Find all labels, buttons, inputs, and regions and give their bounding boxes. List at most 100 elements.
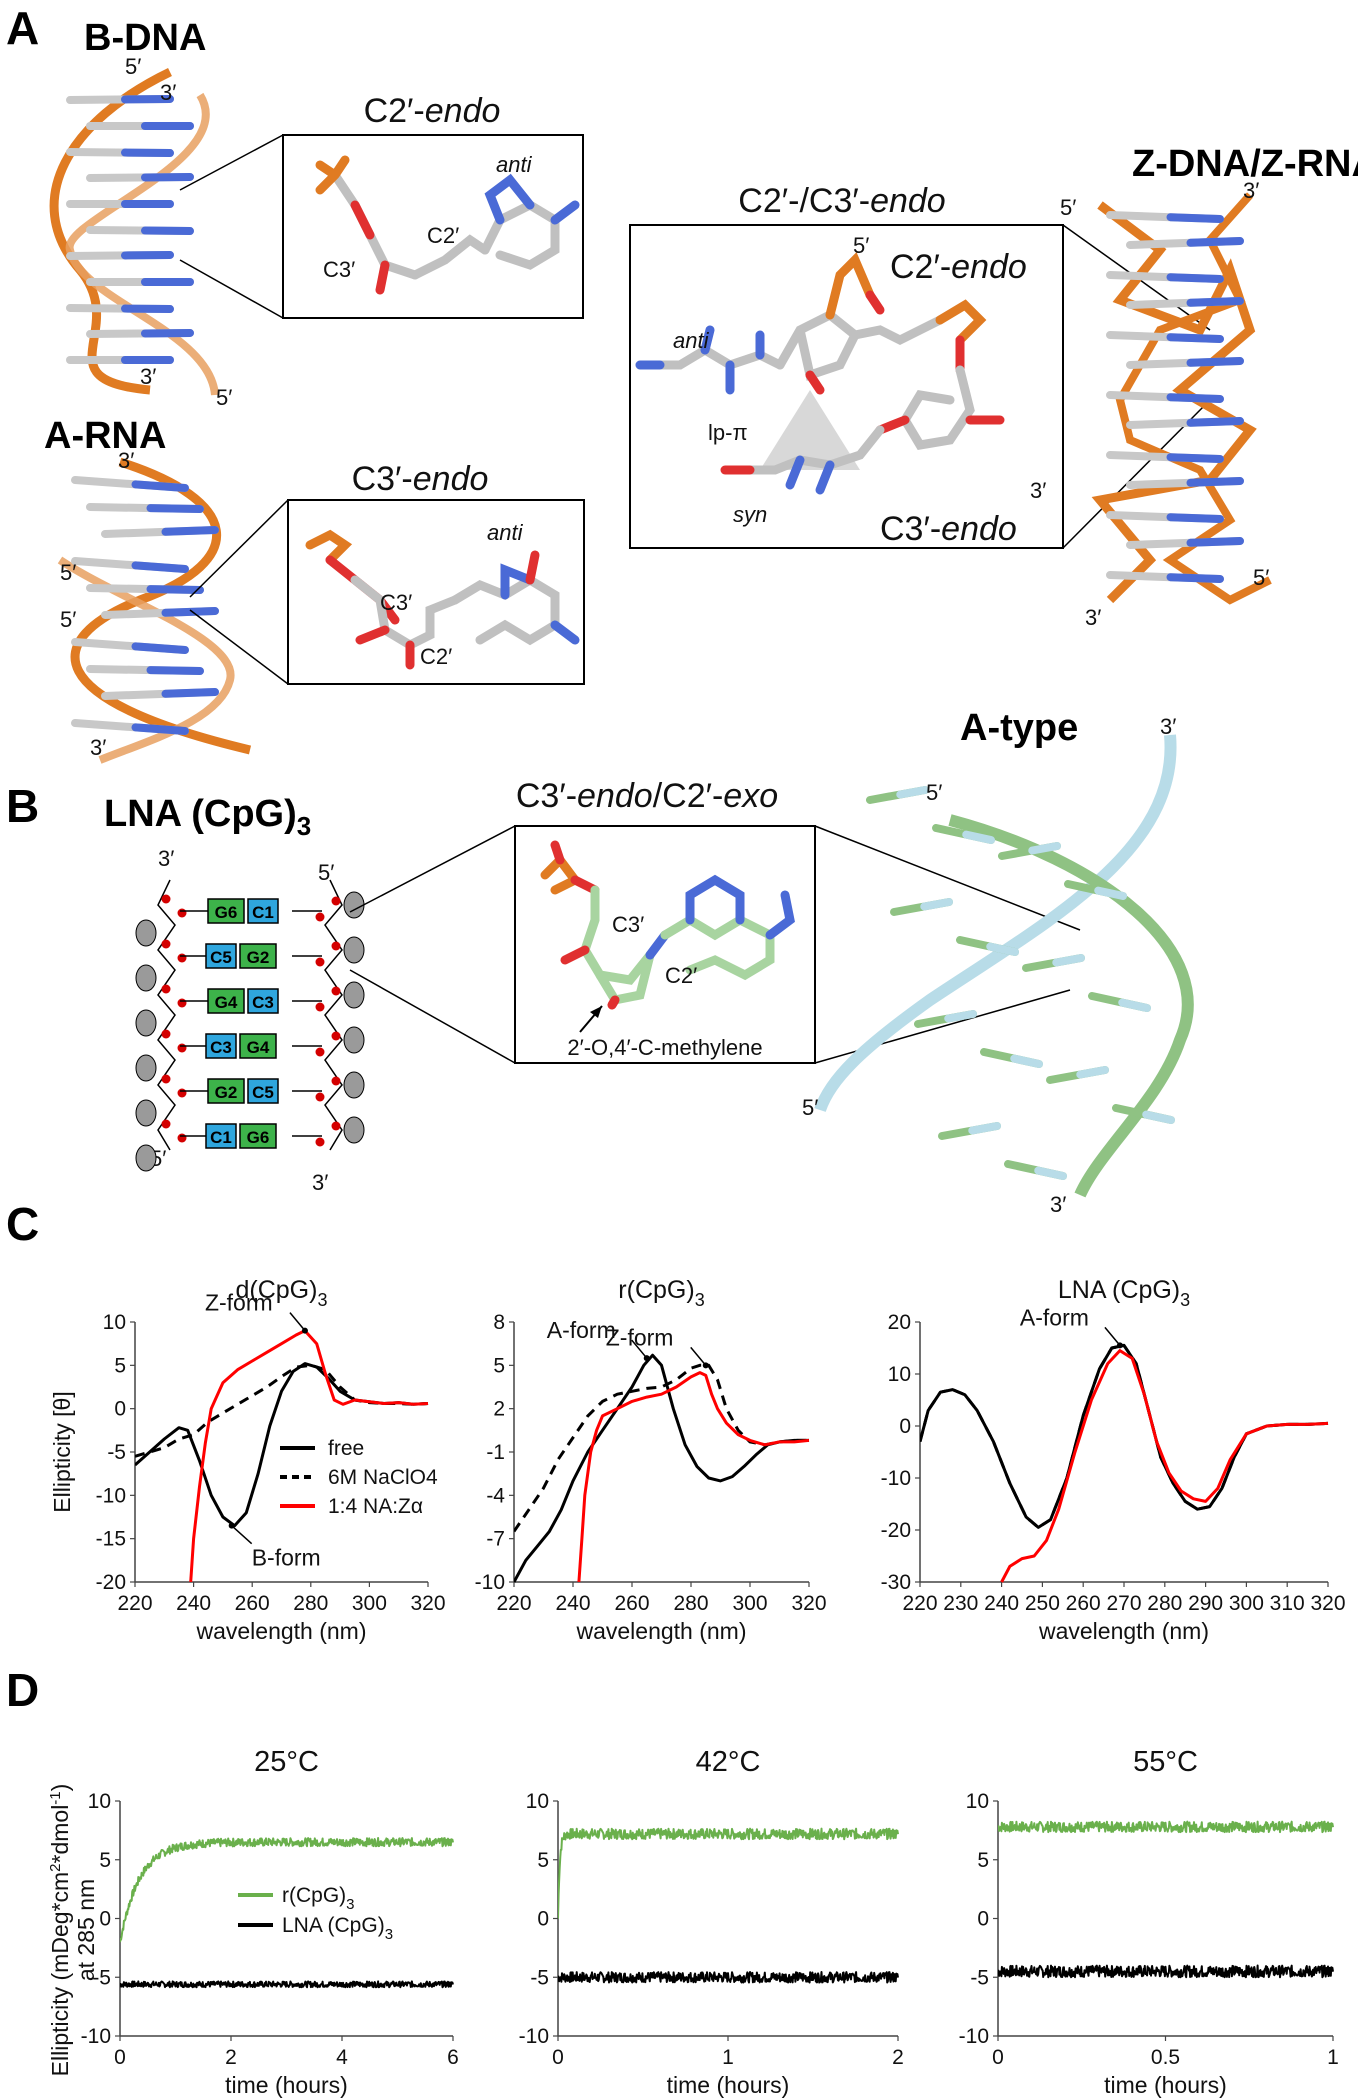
ladder-right-backbone	[324, 879, 343, 1151]
series-line-1-4-na-z-	[189, 1329, 429, 1583]
base-stick-tip	[896, 786, 929, 799]
phosphate-bead	[135, 1054, 157, 1082]
z-dna-helix: Z-DNA/Z-RNA 5′ 3′ 5′ 3′	[1060, 143, 1358, 630]
phosphate-bead	[135, 1099, 157, 1127]
y-tick-label: 0	[899, 1415, 911, 1438]
base-label-right: G2	[247, 948, 270, 967]
base-stick-tip	[131, 480, 189, 492]
ladder-3prime-top: 3′	[158, 846, 174, 871]
base-stick-tip	[131, 642, 189, 654]
inset-c2-endo-anti: anti	[496, 152, 533, 177]
base-label-left: C5	[210, 948, 232, 967]
y-tick-label: 5	[537, 1849, 549, 1872]
oxygen-dot	[331, 941, 341, 951]
oxygen-dot	[315, 1047, 325, 1057]
a-type-5prime-bottom: 5′	[802, 1095, 818, 1120]
x-tick-label: 0	[992, 2046, 1004, 2069]
x-tick-label: 320	[1310, 1592, 1345, 1615]
lna-title: LNA (CpG)3	[104, 793, 311, 841]
x-tick-label: 260	[235, 1592, 270, 1615]
base-stick-tip	[146, 585, 204, 594]
x-tick-label: 250	[1025, 1592, 1060, 1615]
phosphate-bead	[135, 1144, 157, 1172]
base-stick-tip	[146, 504, 204, 513]
series-line-6m-naclo4	[920, 1343, 1329, 1529]
base-stick-tip	[1028, 842, 1061, 855]
ladder-left-backbone	[157, 879, 176, 1151]
base-stick-tip	[1186, 417, 1244, 427]
x-tick-label: 300	[352, 1592, 387, 1615]
x-tick-label: 260	[614, 1592, 649, 1615]
legend-label: LNA (CpG)3	[282, 1914, 393, 1943]
base-label-right: G6	[247, 1128, 270, 1147]
series-line-lna-cpg-3	[120, 1980, 454, 1989]
series-line-free	[514, 1353, 809, 1583]
chart: r(CpG)3 -10 -7 -4 -1 2 5 8 220 240 260 280 300 320 wav…	[475, 1276, 827, 1644]
chart-title: LNA (CpG)3	[1058, 1276, 1190, 1310]
base-stick-tip	[968, 1122, 1001, 1135]
base-stick-tip	[161, 607, 219, 617]
inset-mixed-lp-pi: lp-π	[708, 420, 748, 445]
oxygen-dot	[315, 912, 325, 922]
y-tick-label: 0	[114, 1398, 126, 1421]
x-tick-label: 1	[722, 2046, 734, 2069]
base-stick-tip	[1076, 1066, 1109, 1079]
base-label-right: C3	[252, 993, 274, 1012]
oxygen-dot	[161, 1029, 171, 1039]
b-dna-helix: B-DNA 5′ 3′ 3′ 5′	[49, 17, 232, 410]
oxygen-dot	[331, 1031, 341, 1041]
ladder-3prime-bottom: 3′	[312, 1170, 328, 1195]
x-tick-label: 2	[225, 2046, 237, 2069]
inset-lna-methylene: 2′-O,4′-C-methylene	[567, 1035, 762, 1060]
base-stick-tip	[1166, 393, 1224, 403]
oxygen-dot	[161, 1074, 171, 1084]
x-tick-label: 4	[336, 2046, 348, 2069]
chart-title: r(CpG)3	[618, 1276, 704, 1310]
y-tick-label: -10	[96, 1484, 126, 1507]
x-tick-label: 220	[117, 1592, 152, 1615]
legend-label: free	[328, 1437, 364, 1460]
y-tick-label: 20	[888, 1311, 911, 1334]
phosphate-bead	[343, 936, 365, 964]
z-dna-3prime-top: 3′	[1243, 178, 1259, 203]
chart-title: 42°C	[696, 1746, 761, 1778]
y-tick-label: 5	[99, 1849, 111, 1872]
b-dna-3prime-top: 3′	[160, 80, 176, 105]
panel-d-ylabel-line2: at 285 nm	[73, 1879, 99, 1981]
phosphate-bead	[135, 919, 157, 947]
oxygen-dot	[331, 986, 341, 996]
x-tick-label: 230	[943, 1592, 978, 1615]
inset-mixed-syn: syn	[733, 502, 767, 527]
base-stick-tip	[1166, 333, 1224, 343]
phosphate-bead	[343, 981, 365, 1009]
chart-title: 55°C	[1133, 1746, 1198, 1778]
x-tick-label: 280	[293, 1592, 328, 1615]
inset-lna: C3′-endo/C2′-exo C3′ C2′ 2′-O,4′-C-methy…	[514, 777, 816, 1064]
a-type-3prime-top: 3′	[1160, 714, 1176, 739]
oxygen-dot	[315, 1002, 325, 1012]
base-stick-tip	[1166, 273, 1224, 283]
panel-a-letter: A	[6, 2, 39, 54]
y-tick-label: -4	[486, 1484, 505, 1507]
x-tick-label: 320	[791, 1592, 826, 1615]
oxygen-dot	[161, 984, 171, 994]
oxygen-dot	[331, 1076, 341, 1086]
inset-c3-endo-anti: anti	[487, 520, 524, 545]
inset-mixed-c3-endo: C3′-endo	[880, 510, 1017, 548]
base-stick-tip	[1186, 357, 1244, 367]
legend-label: 6M NaClO4	[328, 1466, 438, 1489]
a-rna-helix: A-RNA 3′ 5′ 5′ 3′	[44, 415, 252, 764]
panel-d-ylabel-line1: Ellipticity (mDeg*cm2*dmol-1)	[47, 1784, 73, 2077]
y-tick-label: -5	[970, 1966, 989, 1989]
phosphate-bead	[343, 1026, 365, 1054]
a-type-3prime-bottom: 3′	[1050, 1192, 1066, 1217]
y-tick-label: 10	[88, 1790, 111, 1813]
x-tick-label: 240	[176, 1592, 211, 1615]
z-dna-5prime-top: 5′	[1060, 195, 1076, 220]
panel-c-letter: C	[6, 1198, 39, 1250]
